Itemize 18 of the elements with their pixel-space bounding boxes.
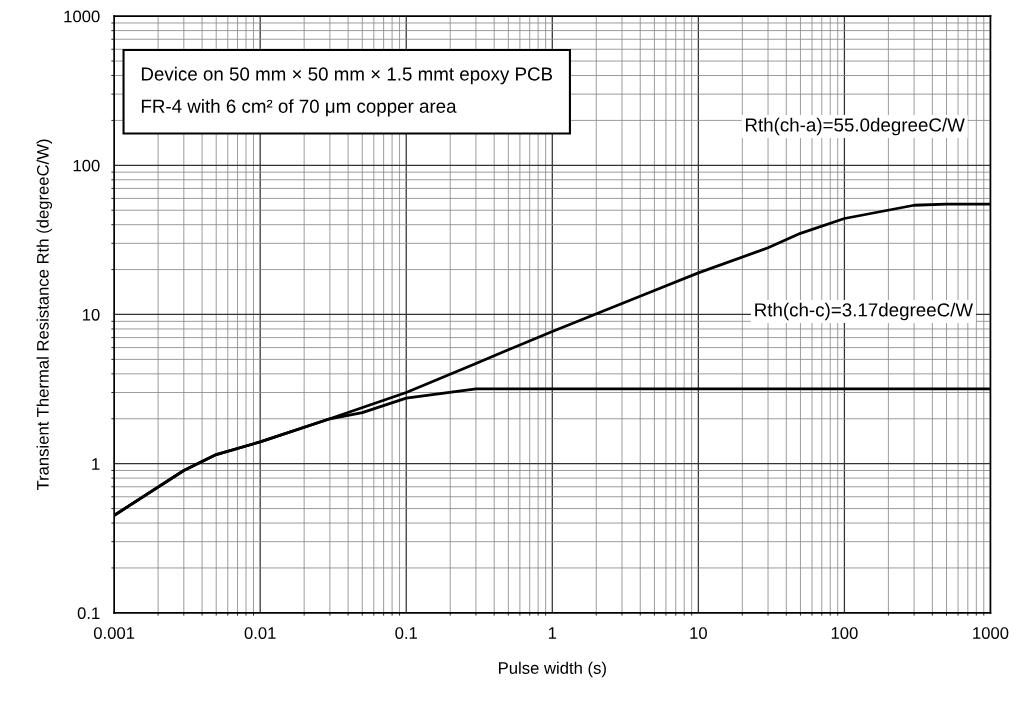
x-tick-label: 1 [548, 627, 557, 639]
y-tick-label: 1000 [64, 10, 100, 23]
y-tick-label: 0.1 [77, 607, 100, 620]
annotation: Device on 50 mm × 50 mm × 1.5 mmt epoxy PCB [141, 66, 553, 85]
x-tick-label: 1000 [973, 627, 1009, 639]
annotation: Rth(ch-c)=3.17degreeC/W [755, 302, 974, 321]
x-tick-label: 0.1 [395, 627, 418, 639]
y-axis-title: Transient Thermal Resistance Rth (degreeC/W) [36, 139, 53, 491]
x-tick-label: 100 [831, 627, 858, 639]
y-tick-label: 100 [73, 159, 100, 172]
annotation: FR-4 with 6 cm² of 70 μm copper area [141, 99, 457, 117]
y-tick-label: 1 [92, 458, 100, 470]
x-tick-label: 0.01 [244, 627, 276, 639]
x-tick-label: 10 [690, 627, 707, 639]
y-tick-label: 10 [82, 308, 100, 321]
x-axis-title: Pulse width (s) [499, 661, 606, 678]
x-tick-label: 0.001 [93, 627, 135, 639]
annotation: Rth(ch-a)=55.0degreeC/W [745, 117, 965, 136]
